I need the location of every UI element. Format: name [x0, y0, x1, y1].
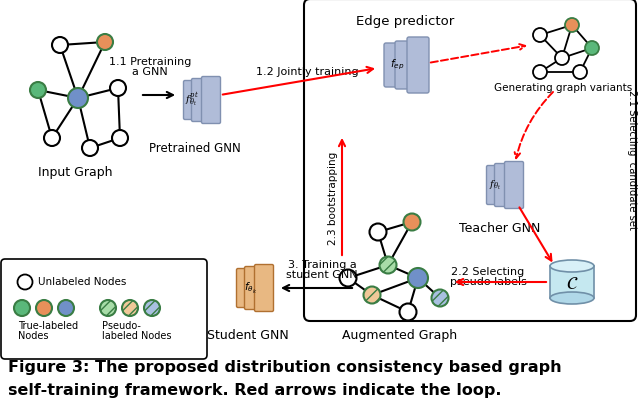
Text: labeled Nodes: labeled Nodes	[102, 331, 172, 341]
FancyBboxPatch shape	[255, 264, 273, 311]
Text: Input Graph: Input Graph	[38, 166, 112, 178]
Circle shape	[369, 223, 387, 241]
Text: Augmented Graph: Augmented Graph	[342, 328, 458, 341]
Text: a GNN: a GNN	[132, 67, 168, 77]
FancyBboxPatch shape	[191, 78, 209, 122]
Text: $f_{\theta_t}$: $f_{\theta_t}$	[489, 178, 501, 192]
Text: $f_{\theta_k}$: $f_{\theta_k}$	[244, 280, 258, 295]
Text: student GNN: student GNN	[286, 270, 358, 280]
Circle shape	[573, 65, 587, 79]
Text: 1.2 Jointly training: 1.2 Jointly training	[256, 67, 358, 77]
Ellipse shape	[550, 292, 594, 304]
Circle shape	[44, 130, 60, 146]
Circle shape	[36, 300, 52, 316]
Circle shape	[68, 88, 88, 108]
Text: Edge predictor: Edge predictor	[356, 16, 454, 28]
Text: 3. Training a: 3. Training a	[287, 260, 356, 270]
Text: $\mathcal{C}$: $\mathcal{C}$	[566, 275, 579, 293]
Text: Teacher GNN: Teacher GNN	[460, 222, 541, 235]
FancyBboxPatch shape	[184, 80, 198, 119]
Circle shape	[533, 28, 547, 42]
Circle shape	[431, 290, 449, 307]
Text: 1.1 Pretraining: 1.1 Pretraining	[109, 57, 191, 67]
FancyBboxPatch shape	[486, 166, 502, 204]
FancyBboxPatch shape	[237, 269, 252, 308]
Text: Figure 3: The proposed distribution consistency based graph: Figure 3: The proposed distribution cons…	[8, 360, 562, 375]
Text: True-labeled: True-labeled	[18, 321, 78, 331]
Circle shape	[17, 274, 33, 290]
Circle shape	[533, 65, 547, 79]
Text: 2.3 bootstrapping: 2.3 bootstrapping	[328, 151, 338, 245]
FancyBboxPatch shape	[407, 37, 429, 93]
Ellipse shape	[550, 260, 594, 272]
Circle shape	[403, 214, 420, 230]
FancyBboxPatch shape	[550, 266, 594, 298]
Circle shape	[52, 37, 68, 53]
Circle shape	[380, 256, 397, 274]
FancyBboxPatch shape	[395, 41, 414, 89]
Text: pseudo labels: pseudo labels	[449, 277, 527, 287]
Circle shape	[122, 300, 138, 316]
Text: 2.1 Selecting  candidate set: 2.1 Selecting candidate set	[627, 90, 637, 230]
Text: Generating graph variants: Generating graph variants	[494, 83, 632, 93]
Circle shape	[82, 140, 98, 156]
Text: 2.2 Selecting: 2.2 Selecting	[451, 267, 525, 277]
Circle shape	[58, 300, 74, 316]
Text: self-training framework. Red arrows indicate the loop.: self-training framework. Red arrows indi…	[8, 383, 502, 398]
Circle shape	[565, 18, 579, 32]
FancyBboxPatch shape	[304, 0, 636, 321]
Circle shape	[364, 287, 381, 303]
Text: Pretrained GNN: Pretrained GNN	[149, 142, 241, 155]
FancyBboxPatch shape	[1, 259, 207, 359]
Text: Unlabeled Nodes: Unlabeled Nodes	[38, 277, 126, 287]
Text: Pseudo-: Pseudo-	[102, 321, 141, 331]
Circle shape	[408, 268, 428, 288]
Text: $f_{ep}$: $f_{ep}$	[390, 58, 404, 72]
Circle shape	[339, 269, 356, 287]
Text: Student GNN: Student GNN	[207, 328, 289, 341]
Circle shape	[399, 303, 417, 321]
FancyBboxPatch shape	[495, 163, 511, 207]
Text: Nodes: Nodes	[18, 331, 49, 341]
FancyBboxPatch shape	[504, 161, 524, 209]
Circle shape	[14, 300, 30, 316]
Circle shape	[100, 300, 116, 316]
Text: $f_{\theta_t}^{pt}$: $f_{\theta_t}^{pt}$	[185, 91, 199, 109]
Circle shape	[555, 51, 569, 65]
Circle shape	[110, 80, 126, 96]
FancyBboxPatch shape	[244, 266, 262, 310]
FancyBboxPatch shape	[384, 43, 401, 87]
Circle shape	[97, 34, 113, 50]
FancyBboxPatch shape	[202, 77, 221, 124]
Circle shape	[585, 41, 599, 55]
Circle shape	[112, 130, 128, 146]
Circle shape	[144, 300, 160, 316]
Circle shape	[30, 82, 46, 98]
